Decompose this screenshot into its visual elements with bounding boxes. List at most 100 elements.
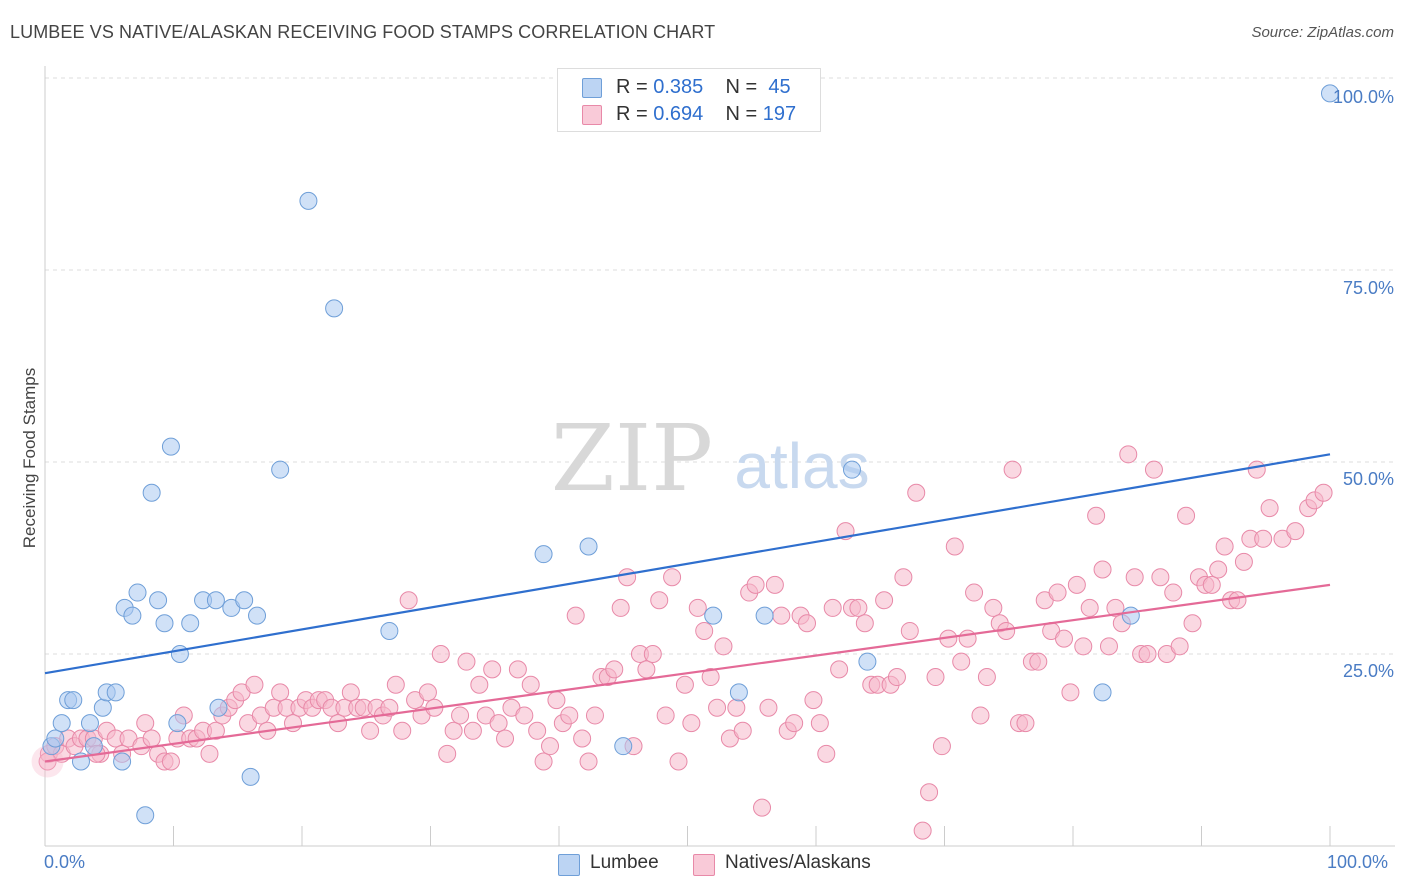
natives-point (695, 621, 714, 640)
natives-point (772, 606, 791, 625)
natives-point (952, 652, 971, 671)
natives-point (1177, 506, 1196, 525)
lumbee-point (181, 614, 200, 633)
x-tick-label: 100.0% (1327, 852, 1389, 872)
natives-point (637, 660, 656, 679)
natives-point (875, 591, 894, 610)
natives-point (977, 668, 996, 687)
natives-point (1106, 598, 1125, 617)
natives-point (1087, 506, 1106, 525)
lumbee-point (106, 683, 125, 702)
y-tick-label: 75.0% (1342, 278, 1394, 298)
natives-trend-line (44, 583, 1331, 763)
source-label: Source: ZipAtlas.com (1251, 24, 1394, 41)
natives-point (785, 714, 804, 733)
natives-point (361, 721, 380, 740)
natives-point (1093, 560, 1112, 579)
natives-point (714, 637, 733, 656)
lumbee-point (235, 591, 254, 610)
lumbee-point (209, 698, 228, 717)
lumbee-point (579, 537, 598, 556)
natives-point (1164, 583, 1183, 602)
natives-point (733, 721, 752, 740)
natives-point (920, 783, 939, 802)
natives-point (515, 706, 534, 725)
y-tick-label: 100.0% (1332, 87, 1394, 107)
natives-point (675, 675, 694, 694)
natives-point (907, 483, 926, 502)
natives-point (547, 691, 566, 710)
natives-point (142, 729, 161, 748)
natives-point (585, 706, 604, 725)
natives-point (1209, 560, 1228, 579)
natives-point (489, 714, 508, 733)
natives-point (451, 706, 470, 725)
natives-point (457, 652, 476, 671)
natives-point (1016, 714, 1035, 733)
lumbee-legend-swatch (558, 854, 580, 876)
natives-point (1048, 583, 1067, 602)
lumbee-point (168, 714, 187, 733)
stats-box: R = 0.385 N = 45 R = 0.694 N = 197 (557, 68, 821, 132)
natives-point (663, 568, 682, 587)
natives-point (804, 691, 823, 710)
natives-point (1067, 575, 1086, 594)
natives-point (727, 698, 746, 717)
lumbee-point (46, 729, 65, 748)
lumbee-point (161, 437, 180, 456)
axes (44, 66, 1395, 847)
natives-point (470, 675, 489, 694)
natives-point (817, 744, 836, 763)
lumbee-point (858, 652, 877, 671)
natives-point (1080, 598, 1099, 617)
y-tick-label: 50.0% (1342, 469, 1394, 489)
r-value: 0.385 (653, 76, 704, 98)
natives-point (932, 737, 951, 756)
natives-point (1119, 445, 1138, 464)
natives-point (1099, 637, 1118, 656)
r-value: 0.694 (653, 103, 704, 125)
natives-point (1125, 568, 1144, 587)
lumbee-point (84, 737, 103, 756)
natives-point (393, 721, 412, 740)
lumbee-point (93, 698, 112, 717)
r-label: R = (616, 103, 648, 125)
natives-point (573, 729, 592, 748)
natives-point (1254, 529, 1273, 548)
natives-point (984, 598, 1003, 617)
lumbee-point (248, 606, 267, 625)
natives-point (1170, 637, 1189, 656)
natives-point (508, 660, 527, 679)
natives-point (341, 683, 360, 702)
natives-point (1215, 537, 1234, 556)
n-label: N = (725, 103, 758, 125)
natives-point (206, 721, 225, 740)
natives-point (830, 660, 849, 679)
lumbee-point (325, 299, 344, 318)
natives-point (438, 744, 457, 763)
lumbee-point (155, 614, 174, 633)
natives-point (1260, 499, 1279, 518)
natives-point (444, 721, 463, 740)
natives-point (708, 698, 727, 717)
natives-point (682, 714, 701, 733)
natives-point (759, 698, 778, 717)
natives-point (958, 629, 977, 648)
natives-point (1055, 629, 1074, 648)
natives-point (431, 645, 450, 663)
lumbee-point (80, 714, 99, 733)
natives-point (611, 598, 630, 617)
natives-point (746, 575, 765, 594)
lumbee-point (136, 806, 155, 825)
natives-point (765, 575, 784, 594)
lumbee-point (704, 606, 723, 625)
natives-point (965, 583, 984, 602)
natives-point (1286, 522, 1305, 541)
lumbee-point (534, 545, 553, 564)
lumbee-point (842, 460, 861, 479)
natives-point (1061, 683, 1080, 702)
lumbee-point (241, 767, 260, 786)
natives-point (798, 614, 817, 633)
natives-point (855, 614, 874, 633)
